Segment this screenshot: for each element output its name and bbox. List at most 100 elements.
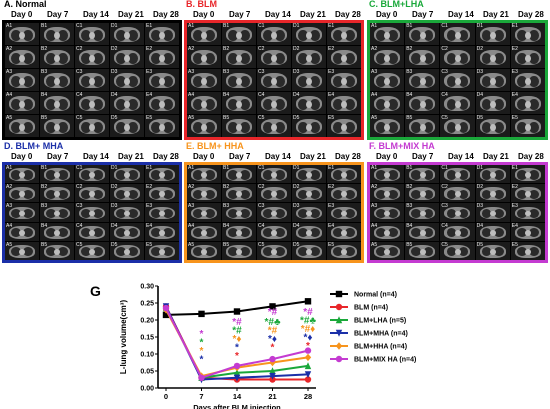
significance-mark: * (235, 351, 239, 362)
day-label: Day 14 (265, 152, 291, 161)
ct-slice-image: B1 (405, 165, 440, 184)
slice-label: D4 (293, 92, 300, 98)
slice-label: A2 (188, 46, 195, 52)
slice-label: B2 (223, 184, 230, 191)
data-point (233, 362, 241, 370)
slice-label: E3 (328, 69, 335, 75)
ct-slice-image: C3 (440, 69, 475, 91)
ct-slice-image: A2 (370, 46, 405, 68)
slice-label: A1 (371, 165, 378, 171)
slice-label: D2 (111, 46, 118, 52)
significance-mark: *# (268, 307, 278, 318)
legend-marker (335, 355, 343, 363)
ct-slice-image: C4 (75, 222, 109, 241)
slice-label: B3 (223, 203, 230, 210)
slice-label: D2 (293, 46, 300, 52)
slice-label: B2 (41, 46, 48, 52)
ct-slice-image: D2 (475, 184, 510, 203)
slice-label: C3 (76, 203, 83, 210)
slice-label: D2 (293, 184, 300, 191)
slice-label: A1 (188, 23, 195, 29)
slice-label: D1 (476, 23, 483, 29)
ct-slice-image: C2 (257, 46, 291, 68)
slice-label: C1 (258, 23, 265, 29)
slice-label: E5 (146, 115, 153, 121)
ct-slice-image: A2 (187, 184, 221, 203)
ct-slice-image: A5 (5, 115, 39, 137)
slice-label: C4 (76, 222, 83, 229)
data-point (162, 311, 170, 319)
slice-label: D3 (476, 203, 483, 210)
ct-slice-image: D2 (475, 46, 510, 68)
ct-slice-image: E2 (510, 46, 545, 68)
ct-slice-image: D3 (475, 69, 510, 91)
significance-mark: *#♣ (264, 317, 280, 328)
day-label: Day 7 (412, 152, 434, 161)
slice-label: C4 (441, 92, 448, 98)
slice-label: E4 (328, 92, 335, 98)
day-label: Day 21 (483, 10, 509, 19)
ct-slice-image: A3 (187, 203, 221, 222)
ct-slice-image: C3 (75, 203, 109, 222)
ct-slice-image: A2 (5, 184, 39, 203)
slice-label: C1 (76, 165, 83, 171)
data-point (269, 358, 276, 367)
day-label: Day 7 (47, 10, 69, 19)
ct-slice-image: D5 (110, 115, 144, 137)
slice-label: B3 (406, 69, 413, 75)
ct-slice-image: B4 (40, 92, 74, 114)
slice-label: D5 (111, 115, 118, 121)
legend-marker (335, 329, 343, 337)
slice-label: C1 (441, 165, 448, 171)
slice-label: B1 (223, 23, 230, 29)
data-point (304, 298, 312, 305)
ct-slice-image: A4 (370, 92, 405, 114)
ct-slice-image: E5 (145, 115, 179, 137)
slice-label: D4 (293, 222, 300, 229)
slice-label: E2 (328, 184, 335, 191)
ct-slice-image: B3 (405, 69, 440, 91)
slice-label: E3 (511, 69, 518, 75)
data-point (198, 374, 205, 381)
day-label: Day 21 (300, 152, 326, 161)
image-grid: A1 B1 C1 D1 E1 A2 B2 C2 D2 E2 A3 B3 C3 D3 E3 A4 B4 C4 D4 E4… (184, 162, 364, 263)
significance-mark: *♦ (304, 332, 313, 343)
ct-slice-image: B3 (222, 69, 256, 91)
significance-mark: *#♦ (301, 324, 316, 335)
slice-label: A1 (6, 23, 13, 29)
day-label: Day 0 (11, 152, 33, 161)
slice-label: B5 (223, 241, 230, 248)
significance-mark: * (271, 343, 275, 354)
ct-slice-image: C4 (440, 92, 475, 114)
slice-label: B5 (223, 115, 230, 121)
ct-slice-image: E2 (145, 184, 179, 203)
day-label: Day 7 (47, 152, 69, 161)
slice-label: B3 (41, 203, 48, 210)
ct-slice-image: B5 (40, 241, 74, 260)
ct-slice-image: B4 (222, 92, 256, 114)
slice-label: C5 (76, 115, 83, 121)
ct-slice-image: A1 (187, 23, 221, 45)
ct-slice-image: D1 (292, 165, 326, 184)
ct-slice-image: C1 (257, 165, 291, 184)
ct-slice-image: B5 (405, 115, 440, 137)
ct-slice-image: C4 (440, 222, 475, 241)
image-grid: A1 B1 C1 D1 E1 A2 B2 C2 D2 E2 A3 B3 C3 D3 E3 A4 B4 C4 D4 E4… (367, 162, 548, 263)
day-label: Day 14 (265, 10, 291, 19)
slice-label: A2 (6, 184, 13, 191)
x-tick-label: 21 (268, 392, 276, 401)
ct-slice-image: D1 (475, 165, 510, 184)
day-label: Day 14 (83, 152, 109, 161)
ct-slice-image: C3 (257, 203, 291, 222)
ct-slice-image: E5 (510, 115, 545, 137)
ct-slice-image: A5 (370, 115, 405, 137)
ct-slice-image: B1 (405, 23, 440, 45)
ct-slice-image: A1 (5, 165, 39, 184)
ct-slice-image: E4 (145, 92, 179, 114)
slice-label: E1 (328, 23, 335, 29)
slice-label: E5 (328, 115, 335, 121)
slice-label: A3 (188, 203, 195, 210)
ct-slice-image: A2 (187, 46, 221, 68)
ct-slice-image: C1 (75, 165, 109, 184)
ct-slice-image: E3 (327, 203, 361, 222)
